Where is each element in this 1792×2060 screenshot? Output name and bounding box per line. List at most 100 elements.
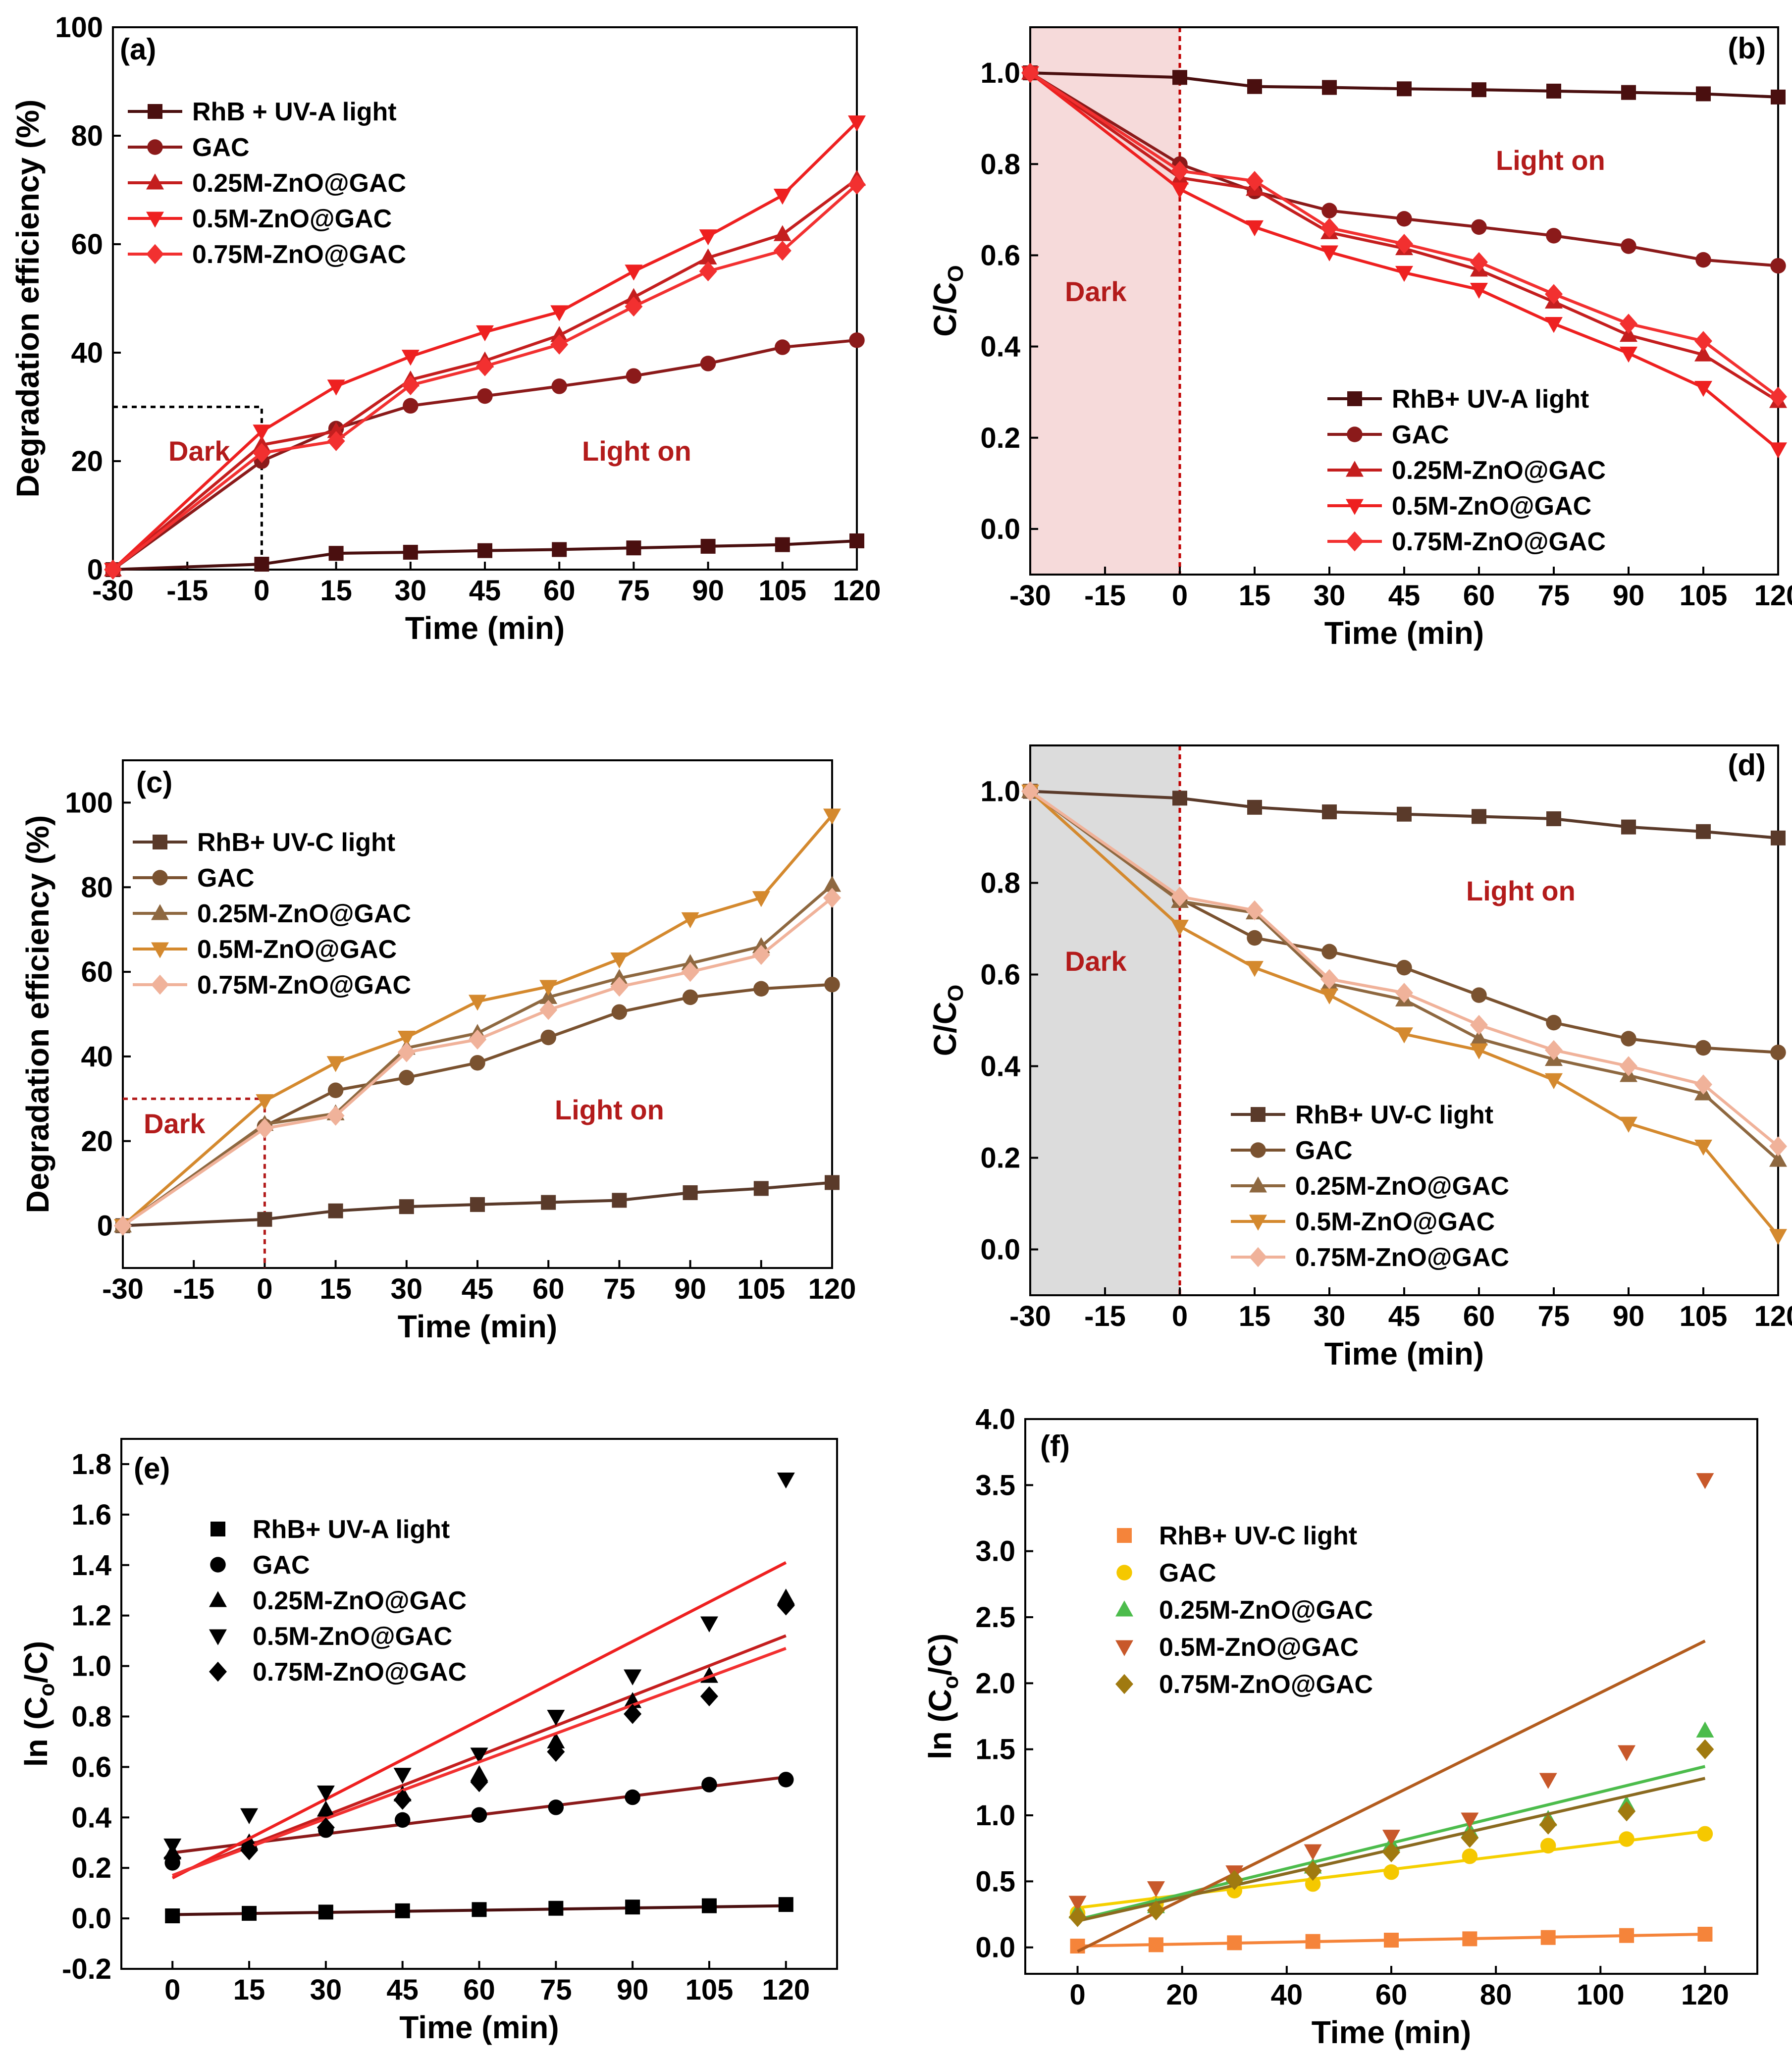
y-tick-label: 0.2 — [980, 422, 1020, 454]
series-line — [1029, 790, 1780, 1237]
legend-marker — [209, 1661, 227, 1682]
x-tick-label: 30 — [1314, 580, 1346, 612]
data-point — [753, 981, 769, 997]
legend-marker — [1249, 1176, 1267, 1193]
data-point — [752, 945, 770, 965]
series-line — [1029, 71, 1779, 398]
data-point — [1395, 265, 1413, 282]
series-RhB+ UV-A light: RhB+ UV-A light — [1023, 65, 1786, 414]
data-point — [1148, 1937, 1163, 1953]
data-point — [1397, 806, 1412, 822]
legend-label: 0.25M-ZnO@GAC — [1295, 1172, 1509, 1201]
y-tick-label: 0 — [87, 554, 103, 586]
data-point — [1769, 386, 1787, 407]
data-point — [1694, 1139, 1712, 1156]
x-tick-label: 60 — [1463, 1300, 1495, 1332]
series-line — [112, 178, 858, 571]
fit-line — [1077, 1639, 1706, 1953]
data-point — [254, 557, 269, 572]
data-point — [699, 229, 717, 246]
data-point — [1697, 1927, 1713, 1942]
data-point — [701, 1777, 717, 1793]
x-tick-label: 15 — [320, 575, 352, 607]
x-tick-label: -15 — [1084, 1300, 1126, 1332]
data-point — [547, 1732, 565, 1748]
data-point — [1769, 1136, 1787, 1157]
chart-panel-4: -30 -15 0 15 30 45 60 75 90 105 120 0.0 0.2 0.4 0.6 0.8… — [927, 744, 1792, 1372]
y-tick-label: 0.6 — [71, 1751, 111, 1783]
data-point — [1620, 346, 1637, 363]
legend-marker — [152, 870, 168, 886]
y-tick-label: 20 — [81, 1125, 113, 1158]
x-tick-label: 30 — [1314, 1300, 1346, 1332]
legend-label: 0.75M-ZnO@GAC — [1159, 1670, 1373, 1699]
x-tick-label: 60 — [532, 1273, 565, 1305]
legend-marker — [211, 1522, 225, 1536]
data-point — [778, 1897, 793, 1912]
x-tick-label: 45 — [1388, 580, 1421, 612]
x-tick-label: 120 — [762, 1974, 810, 2006]
data-point — [1395, 1027, 1413, 1044]
data-point — [625, 296, 643, 317]
data-point — [242, 1905, 257, 1921]
data-point — [1695, 252, 1711, 268]
data-point — [1696, 86, 1711, 102]
y-tick-label: 1.8 — [71, 1448, 111, 1480]
x-axis-label: Time (min) — [398, 1309, 557, 1344]
x-tick-label: 105 — [1680, 1300, 1728, 1332]
x-tick-label: 30 — [391, 1273, 423, 1305]
data-point — [477, 543, 492, 558]
series-line — [112, 183, 858, 571]
x-tick-label: 30 — [395, 575, 427, 607]
data-point — [1545, 284, 1563, 304]
data-point — [253, 443, 271, 463]
chart-panel-2: -30 -15 0 15 30 45 60 75 90 105 120 0.0 0.2 0.4 0.6 0.8… — [927, 26, 1792, 651]
data-point — [773, 188, 791, 205]
data-point — [1461, 1812, 1479, 1829]
data-point — [547, 1709, 565, 1726]
data-point — [1225, 1870, 1244, 1890]
data-point — [403, 398, 419, 414]
data-point — [403, 544, 418, 560]
data-point — [1546, 1014, 1562, 1031]
legend-marker — [1116, 1565, 1132, 1581]
data-point — [253, 424, 271, 441]
chart-panel-5: 0 15 30 45 60 75 90 105 120 -0.2 0.0 0.2 0.4 0.6 0.8 1.… — [18, 1438, 838, 2045]
data-point — [1171, 182, 1189, 199]
data-point — [316, 1800, 335, 1817]
data-point — [1304, 1844, 1322, 1860]
series-0.5M-ZnO@GAC: 0.5M-ZnO@GAC — [1068, 1473, 1714, 1953]
series-RhB+ UV-C light: RhB+ UV-C light — [115, 828, 840, 1233]
legend-marker — [151, 942, 169, 958]
data-point — [1246, 171, 1264, 191]
series-0.5M-ZnO@GAC: 0.5M-ZnO@GAC — [114, 808, 841, 1235]
x-tick-label: 60 — [543, 575, 576, 607]
data-point — [1618, 1745, 1636, 1761]
chart-panel-1: -30 -15 0 15 30 45 60 75 90 105 120 0 20 40 60 80 100 Tim… — [10, 11, 881, 646]
legend-label: GAC — [1295, 1136, 1353, 1165]
data-point — [1247, 930, 1263, 946]
data-point — [1247, 799, 1262, 815]
data-point — [1545, 1073, 1563, 1089]
series-0.75M-ZnO@GAC: 0.75M-ZnO@GAC — [1021, 781, 1787, 1272]
data-point — [848, 174, 866, 195]
panel-label: (f) — [1040, 1429, 1070, 1463]
data-point — [328, 1203, 343, 1218]
data-point — [1546, 811, 1561, 826]
x-tick-label: 90 — [1613, 580, 1645, 612]
data-point — [1246, 220, 1264, 237]
data-point — [240, 1840, 259, 1860]
x-tick-label: 20 — [1166, 1979, 1198, 2011]
data-point — [472, 1902, 487, 1917]
data-point — [753, 1181, 769, 1196]
data-point — [1694, 345, 1712, 362]
fit-line — [171, 1561, 787, 1880]
series-line — [122, 814, 834, 1227]
data-point — [256, 1094, 274, 1110]
x-tick-label: 120 — [833, 575, 881, 607]
legend-label: RhB+ UV-C light — [1159, 1522, 1357, 1550]
data-point — [1246, 961, 1264, 977]
x-tick-label: -30 — [1009, 1300, 1051, 1332]
x-tick-label: 45 — [1388, 1300, 1421, 1332]
legend-label: RhB+ UV-C light — [197, 828, 395, 857]
